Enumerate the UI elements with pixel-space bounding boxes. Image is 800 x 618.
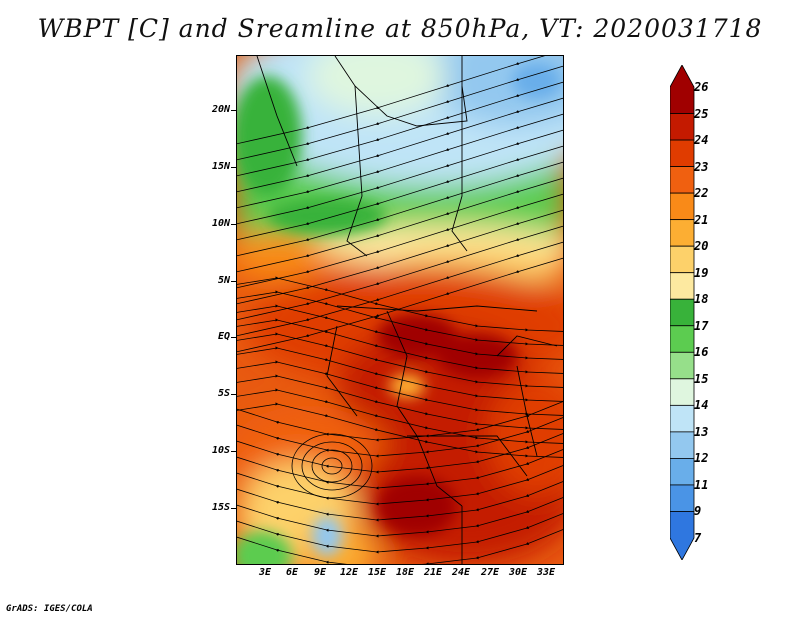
- latitude-tick: [231, 281, 236, 282]
- colorbar-label: 19: [694, 265, 709, 280]
- colorbar-label: 14: [694, 398, 709, 413]
- colorbar-label: 22: [694, 186, 709, 201]
- colorbar-swatch: [670, 139, 695, 167]
- colorbar-swatch: [670, 458, 695, 486]
- colorbar-swatch: [670, 378, 695, 406]
- colorbar-label: 21: [694, 212, 709, 227]
- colorbar-swatch: [670, 325, 695, 353]
- colorbar-label: 9: [694, 504, 702, 519]
- streamline-vortex: [311, 449, 353, 483]
- colorbar-label: 23: [694, 159, 709, 174]
- colorbar-swatch: [670, 351, 695, 380]
- colorbar-swatch: [670, 113, 695, 141]
- colorbar: [670, 65, 695, 560]
- longitude-label: 27E: [480, 567, 500, 578]
- streamline-vortex: [321, 457, 343, 475]
- latitude-label: 10S: [211, 445, 230, 456]
- colorbar-swatch: [670, 192, 695, 221]
- latitude-label: 15N: [211, 161, 230, 172]
- colorbar-label: 12: [694, 451, 709, 466]
- colorbar-swatch: [670, 298, 695, 327]
- longitude-label: 3E: [258, 567, 272, 578]
- latitude-tick: [231, 167, 236, 168]
- latitude-label: 15S: [211, 502, 230, 513]
- colorbar-swatch: [670, 65, 695, 114]
- colorbar-swatch: [670, 166, 695, 194]
- streamline-vortex: [301, 441, 363, 491]
- colorbar-label: 7: [694, 531, 702, 545]
- temperature-field: [237, 56, 563, 564]
- colorbar-label: 16: [694, 345, 709, 360]
- longitude-label: 24E: [451, 567, 471, 578]
- country-borders: [256, 56, 558, 564]
- colorbar-swatch: [670, 219, 695, 247]
- latitude-tick: [231, 508, 236, 509]
- latitude-label: 20N: [211, 104, 230, 115]
- colorbar-label: 20: [694, 239, 709, 254]
- latitude-tick: [231, 451, 236, 452]
- latitude-label: EQ: [217, 331, 230, 342]
- latitude-label: 5S: [217, 388, 230, 399]
- longitude-label: 21E: [423, 567, 443, 578]
- latitude-tick: [231, 110, 236, 111]
- colorbar-swatch: [670, 272, 695, 300]
- latitude-label: 10N: [211, 218, 230, 229]
- colorbar-label: 25: [694, 106, 709, 121]
- colorbar-label: 13: [694, 424, 709, 439]
- longitude-label: 33E: [536, 567, 556, 578]
- colorbar-swatch: [670, 404, 695, 433]
- colorbar-swatch: [670, 484, 695, 512]
- colorbar-label: 15: [694, 371, 709, 386]
- streamline-vortex: [291, 433, 373, 499]
- map-title: WBPT [C] and Sreamline at 850hPa, VT: 20…: [37, 14, 763, 43]
- map-canvas: [237, 56, 563, 564]
- map-panel: [236, 55, 564, 565]
- latitude-tick: [231, 394, 236, 395]
- colorbar-label: 24: [694, 133, 709, 148]
- colorbar-label: 26: [694, 80, 709, 94]
- grads-credit: GrADS: IGES/COLA: [6, 604, 93, 614]
- longitude-label: 6E: [285, 567, 299, 578]
- latitude-tick: [231, 337, 236, 338]
- streamline: [237, 529, 563, 564]
- longitude-label: 15E: [367, 567, 387, 578]
- latitude-label: 5N: [217, 275, 230, 286]
- colorbar-label: 11: [694, 477, 709, 492]
- longitude-label: 30E: [508, 567, 528, 578]
- colorbar-label: 18: [694, 292, 709, 307]
- colorbar-swatch: [670, 245, 695, 274]
- longitude-label: 9E: [313, 567, 327, 578]
- colorbar-label: 17: [694, 318, 709, 333]
- latitude-tick: [231, 224, 236, 225]
- colorbar-swatch: [670, 431, 695, 459]
- colorbar-swatch: [670, 511, 695, 560]
- longitude-label: 12E: [339, 567, 359, 578]
- streamlines: [237, 56, 563, 564]
- longitude-label: 18E: [395, 567, 415, 578]
